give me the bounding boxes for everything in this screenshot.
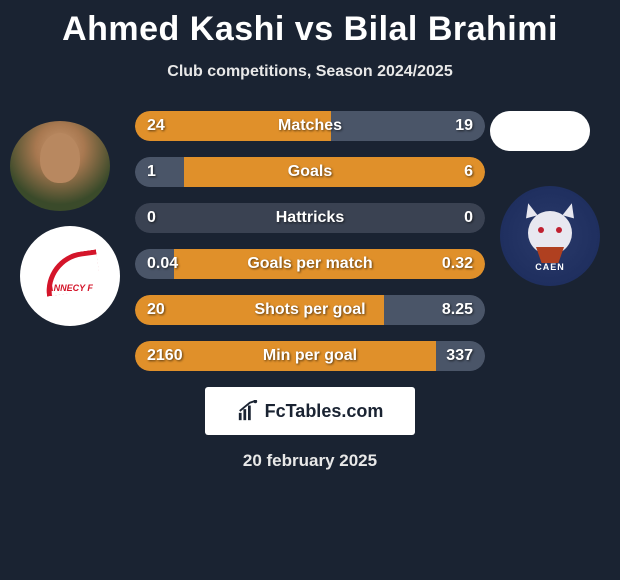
stat-value-right: 6 [464,163,473,181]
stat-value-right: 0 [464,209,473,227]
comparison-title: Ahmed Kashi vs Bilal Brahimi [0,0,620,49]
player-right-avatar [490,111,590,151]
stat-label: Matches [135,117,485,135]
caen-logo-icon [515,201,585,271]
branding-text: FcTables.com [265,401,384,422]
branding-badge: FcTables.com [205,387,415,435]
stat-label: Goals [135,163,485,181]
main-area: ANNECY F CAEN 24Matches19 1Goals6 0Hattric… [0,111,620,371]
club-left-badge: ANNECY F [20,226,120,326]
stat-label: Goals per match [135,255,485,273]
stat-row: 1Goals6 [135,157,485,187]
stat-label: Min per goal [135,347,485,365]
stat-row: 2160Min per goal337 [135,341,485,371]
player-left-avatar [10,121,110,211]
stat-row: 20Shots per goal8.25 [135,295,485,325]
club-right-badge: CAEN [500,186,600,286]
stat-label: Hattricks [135,209,485,227]
stats-table: 24Matches19 1Goals6 0Hattricks0 0.04Goals p… [135,111,485,371]
club-left-label: ANNECY F [40,283,100,293]
stat-label: Shots per goal [135,301,485,319]
club-right-label: CAEN [500,262,600,272]
stat-value-right: 8.25 [442,301,473,319]
stat-row: 0.04Goals per match0.32 [135,249,485,279]
stat-value-right: 0.32 [442,255,473,273]
annecy-logo-icon: ANNECY F [40,251,100,301]
comparison-subtitle: Club competitions, Season 2024/2025 [0,63,620,81]
fctables-logo-icon [237,400,259,422]
stat-row: 0Hattricks0 [135,203,485,233]
stat-value-right: 19 [455,117,473,135]
stat-row: 24Matches19 [135,111,485,141]
stat-value-right: 337 [446,347,473,365]
comparison-date: 20 february 2025 [0,451,620,471]
